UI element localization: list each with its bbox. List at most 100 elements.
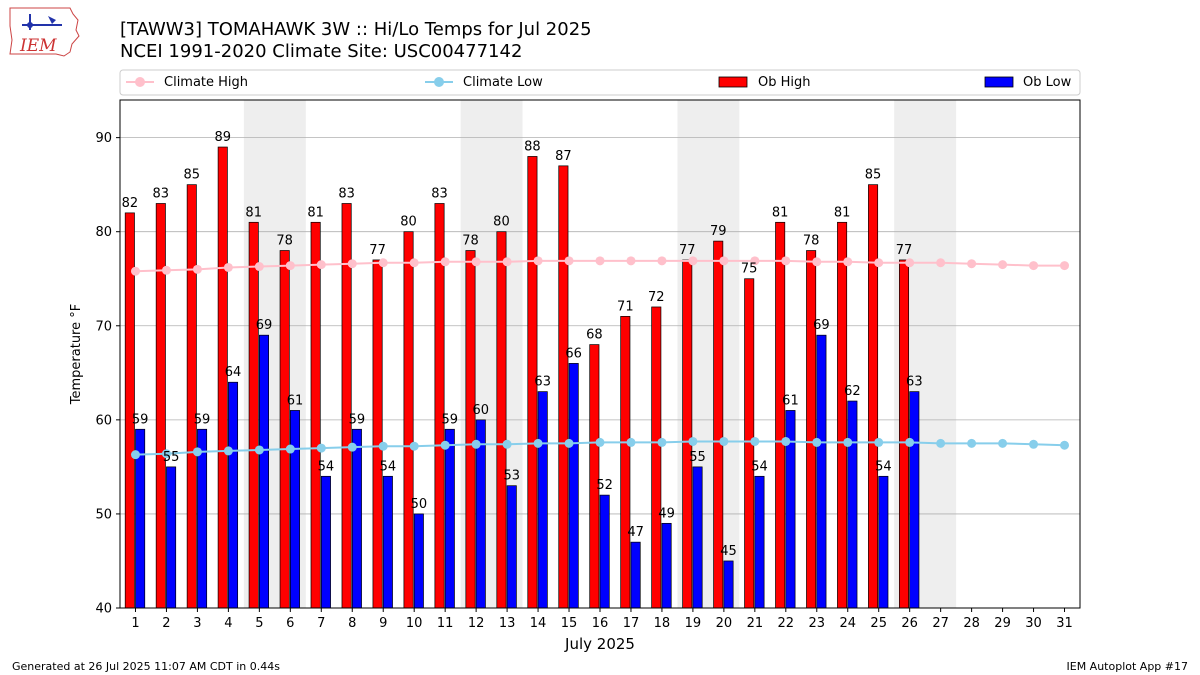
climate-low-point bbox=[1060, 440, 1070, 450]
ob-low-bar bbox=[320, 475, 331, 609]
ob-high-bar bbox=[248, 221, 259, 609]
ob-low-label: 54 bbox=[751, 459, 768, 474]
ob-high-label: 85 bbox=[865, 168, 882, 183]
x-tick-label: 2 bbox=[162, 616, 170, 631]
ob-high-bar bbox=[651, 306, 662, 609]
ob-high-label: 83 bbox=[431, 186, 448, 201]
x-tick-label: 5 bbox=[255, 616, 263, 631]
ob-high-label: 81 bbox=[245, 205, 262, 220]
x-tick-label: 31 bbox=[1056, 616, 1073, 631]
ob-high-bar bbox=[186, 184, 197, 609]
x-axis-title: July 2025 bbox=[564, 635, 635, 653]
climate-high-point bbox=[378, 258, 388, 268]
ob-high-label: 81 bbox=[772, 205, 789, 220]
ob-low-label: 59 bbox=[349, 412, 366, 427]
ob-high-label: 89 bbox=[214, 130, 231, 145]
climate-low-point bbox=[533, 438, 543, 448]
ob-high-bar bbox=[806, 250, 817, 609]
legend-label-ob-high: Ob High bbox=[758, 75, 811, 90]
ob-high-label: 71 bbox=[617, 299, 634, 314]
ob-high-label: 77 bbox=[369, 243, 386, 258]
ob-high-label: 81 bbox=[834, 205, 851, 220]
y-tick-label: 40 bbox=[95, 602, 112, 617]
ob-low-label: 61 bbox=[287, 393, 304, 408]
ob-low-label: 69 bbox=[256, 318, 273, 333]
ob-low-label: 53 bbox=[503, 469, 520, 484]
climate-high-point bbox=[936, 258, 946, 268]
climate-high-point bbox=[1060, 261, 1070, 271]
ob-low-label: 54 bbox=[875, 459, 892, 474]
climate-low-point bbox=[905, 437, 915, 447]
x-tick-label: 1 bbox=[131, 616, 139, 631]
ob-high-label: 78 bbox=[462, 234, 479, 249]
x-tick-label: 14 bbox=[530, 616, 547, 631]
ob-high-label: 82 bbox=[122, 196, 139, 211]
ob-low-label: 60 bbox=[473, 403, 490, 418]
climate-low-point bbox=[812, 437, 822, 447]
x-tick-label: 3 bbox=[193, 616, 201, 631]
ob-high-bar bbox=[775, 221, 786, 609]
ob-low-label: 59 bbox=[442, 412, 459, 427]
ob-low-label: 49 bbox=[658, 506, 675, 521]
x-tick-label: 15 bbox=[561, 616, 578, 631]
ob-low-label: 55 bbox=[163, 450, 180, 465]
climate-low-point bbox=[347, 442, 357, 452]
ob-low-bar bbox=[444, 428, 455, 609]
ob-low-label: 45 bbox=[720, 544, 737, 559]
y-tick-label: 50 bbox=[95, 507, 112, 522]
climate-low-point bbox=[285, 444, 295, 454]
ob-low-label: 50 bbox=[411, 497, 428, 512]
x-tick-label: 23 bbox=[809, 616, 826, 631]
climate-high-point bbox=[502, 257, 512, 267]
ob-low-bar bbox=[599, 494, 610, 609]
legend-ob-low-swatch bbox=[984, 76, 1014, 88]
ob-high-bar bbox=[372, 259, 383, 609]
x-tick-label: 17 bbox=[623, 616, 640, 631]
ob-low-label: 54 bbox=[318, 459, 335, 474]
legend-item-ob-high: Ob High bbox=[718, 75, 811, 90]
ob-low-bar bbox=[351, 428, 362, 609]
climate-low-point bbox=[750, 436, 760, 446]
climate-high-point bbox=[905, 258, 915, 268]
ob-low-label: 55 bbox=[689, 450, 706, 465]
station-dot-icon bbox=[27, 22, 33, 28]
ob-high-label: 77 bbox=[679, 243, 696, 258]
ob-high-label: 79 bbox=[710, 224, 727, 239]
ob-high-bar bbox=[465, 250, 476, 609]
climate-low-point bbox=[595, 437, 605, 447]
x-tick-label: 4 bbox=[224, 616, 232, 631]
ob-low-bar bbox=[754, 475, 765, 609]
ob-high-bar bbox=[682, 259, 693, 609]
ob-high-label: 88 bbox=[524, 139, 541, 154]
ob-high-bar bbox=[403, 231, 414, 609]
legend-label-climate-low: Climate Low bbox=[463, 75, 543, 90]
ob-high-bar bbox=[310, 221, 321, 609]
y-tick-label: 90 bbox=[95, 131, 112, 146]
ob-low-bar bbox=[289, 410, 300, 609]
ob-high-label: 80 bbox=[400, 215, 417, 230]
ob-low-label: 59 bbox=[194, 412, 211, 427]
ob-high-label: 87 bbox=[555, 149, 572, 164]
climate-high-point bbox=[533, 256, 543, 266]
ob-low-bar bbox=[630, 541, 641, 609]
x-tick-label: 20 bbox=[716, 616, 733, 631]
climate-low-point bbox=[781, 436, 791, 446]
x-tick-label: 29 bbox=[994, 616, 1011, 631]
climate-high-point bbox=[564, 256, 574, 266]
y-tick-label: 80 bbox=[95, 225, 112, 240]
ob-high-label: 81 bbox=[307, 205, 324, 220]
ob-high-label: 72 bbox=[648, 290, 665, 305]
climate-high-point bbox=[843, 257, 853, 267]
climate-high-point bbox=[440, 257, 450, 267]
legend-ob-high-swatch bbox=[718, 76, 748, 88]
ob-high-bar bbox=[868, 184, 879, 609]
climate-high-point bbox=[254, 262, 264, 272]
ob-high-bar bbox=[899, 259, 910, 609]
ob-low-label: 59 bbox=[132, 412, 149, 427]
climate-high-point bbox=[967, 259, 977, 269]
ob-high-label: 78 bbox=[803, 234, 820, 249]
legend-label-climate-high: Climate High bbox=[164, 75, 248, 90]
ob-high-bar bbox=[837, 221, 848, 609]
anemometer-icon bbox=[48, 16, 56, 24]
